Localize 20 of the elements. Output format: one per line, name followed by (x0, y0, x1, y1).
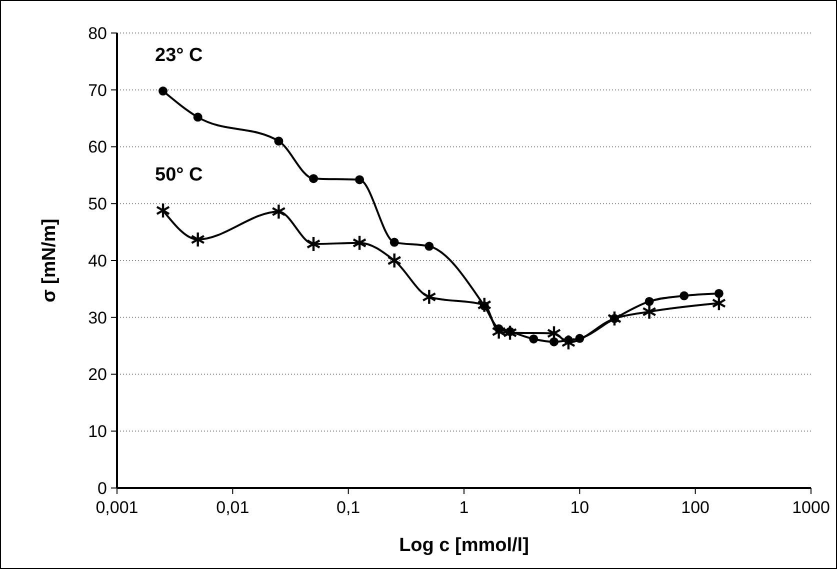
y-tick-label: 50 (88, 194, 107, 214)
y-tick-label: 20 (88, 365, 107, 384)
x-tick-label: 0,001 (96, 498, 138, 517)
x-tick-label: 100 (681, 498, 710, 517)
y-axis-title: σ [mN/m] (39, 218, 60, 302)
x-tick-label: 0,1 (336, 498, 360, 517)
series-label: 50° C (155, 164, 204, 186)
x-tick-label: 10 (570, 498, 590, 517)
y-tick-label: 80 (88, 24, 107, 43)
x-axis-title: Log c [mmol/l] (399, 535, 529, 556)
x-tick-label: 1 (459, 498, 469, 517)
series-label: 23° C (155, 45, 204, 66)
y-tick-label: 60 (88, 138, 107, 157)
y-tick-label: 40 (88, 251, 107, 270)
y-tick-label: 10 (88, 422, 107, 442)
x-tick-label: 1000 (792, 498, 830, 517)
y-tick-label: 70 (88, 80, 107, 100)
x-tick-label: 0,01 (216, 498, 250, 517)
y-tick-label: 0 (98, 478, 107, 498)
y-tick-label: 30 (88, 308, 107, 328)
